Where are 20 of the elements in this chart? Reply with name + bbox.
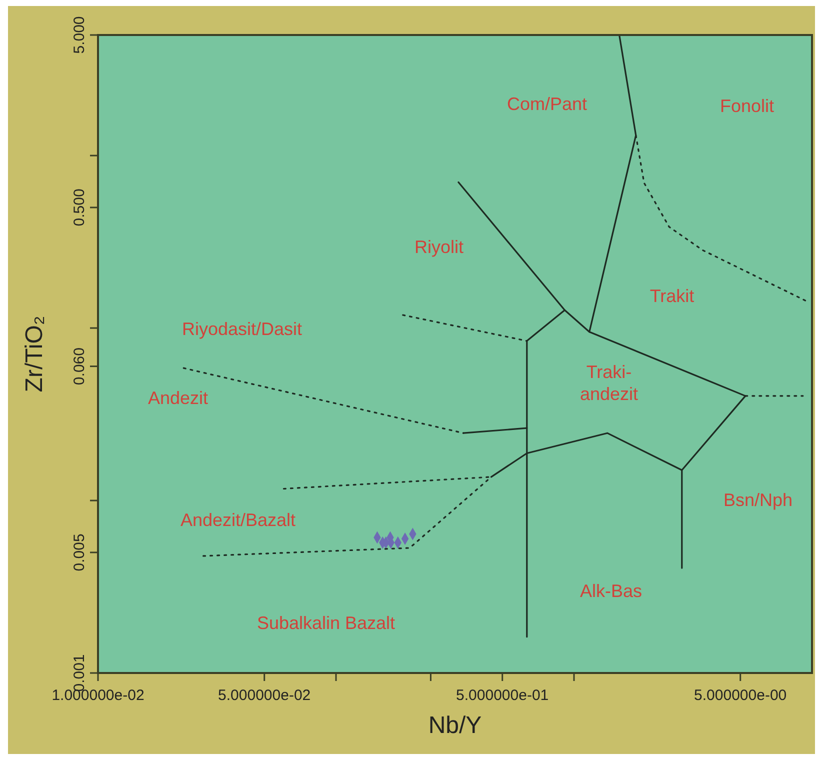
annotation: Traki- andezit [580,362,638,404]
annotation: Com/Pant [506,94,588,114]
y-tick-label: 0.060 [71,348,88,386]
annotation: Trakit [650,286,694,306]
y-tick-label: 0.005 [71,534,88,572]
annotation: Bsn/Nph [723,490,793,510]
x-tick-label: 5.000000e-01 [456,687,549,704]
x-axis-title: Nb/Y [428,712,482,739]
annotation: Riyolit [414,236,464,257]
annotation: Fonolit [720,96,774,116]
x-tick-label: 5.000000e-00 [694,687,787,704]
annotation: Andezit/Bazalt [180,510,296,530]
y-tick-label: 5.000 [71,16,88,54]
annotation: Riyodasit/Dasit [182,318,302,339]
x-tick-label: 5.000000e-02 [218,687,311,704]
annotation: Alk-Bas [580,580,642,601]
annotation: Subalkalin Bazalt [256,612,396,633]
y-tick-label: 0.500 [71,188,88,226]
y-axis-title: Zr/TiO₂ [21,316,48,392]
annotation: Andezit [148,388,208,408]
